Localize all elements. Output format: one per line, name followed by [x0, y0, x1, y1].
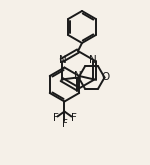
- Text: N: N: [89, 55, 97, 65]
- Text: N: N: [74, 71, 81, 81]
- Text: F: F: [61, 118, 67, 129]
- Text: F: F: [52, 113, 58, 122]
- Text: N: N: [59, 55, 67, 65]
- Text: O: O: [101, 72, 110, 82]
- Text: F: F: [70, 113, 76, 122]
